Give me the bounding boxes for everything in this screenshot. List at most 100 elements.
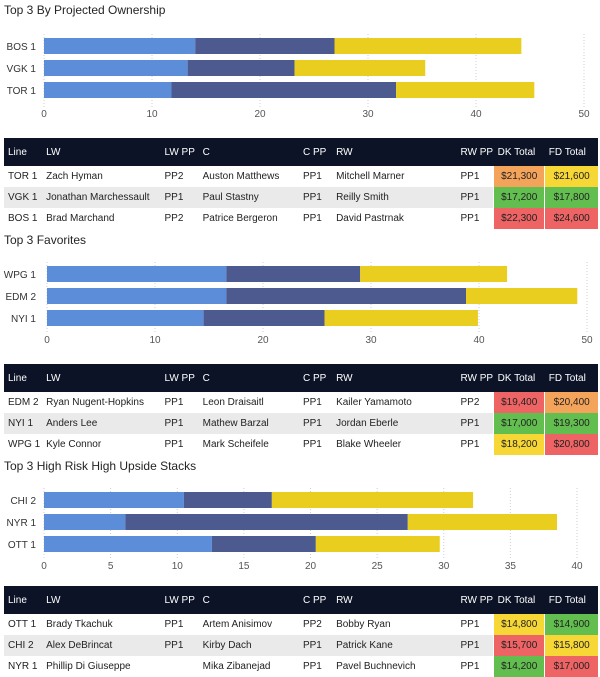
- table-row[interactable]: OTT 1 Brady Tkachuk PP1 Artem Anisimov PP2 Bo…: [4, 614, 598, 635]
- bar-segment-lw[interactable]: [44, 38, 196, 54]
- column-header[interactable]: RW: [336, 372, 353, 384]
- category-label: VGK 1: [7, 64, 37, 75]
- table-cell: Blake Wheeler: [336, 439, 402, 450]
- fd-total-cell: $17,800: [544, 187, 598, 208]
- column-header[interactable]: LW PP: [164, 372, 195, 384]
- table-cell: PP1: [302, 192, 322, 203]
- table-row[interactable]: EDM 2 Ryan Nugent-Hopkins PP1 Leon Draisait…: [4, 392, 598, 413]
- table-cell: PP2: [164, 213, 184, 224]
- table-cell: Mathew Barzal: [202, 418, 269, 429]
- bar-segment-lw[interactable]: [47, 288, 227, 304]
- bar-segment-rw[interactable]: [466, 288, 578, 304]
- x-tick-label: 30: [362, 109, 374, 120]
- table-cell: Paul Stastny: [202, 192, 259, 203]
- table-cell: BOS 1: [8, 213, 38, 224]
- bar-segment-c[interactable]: [183, 492, 272, 508]
- table-cell: David Pastrnak: [336, 213, 404, 224]
- bar-segment-c[interactable]: [203, 310, 325, 326]
- ownership-stacked-bar-chart: 0 10 20 30 40 50 BOS 1 VGK 1 TOR 1: [7, 34, 590, 120]
- table-cell: PP1: [460, 418, 480, 429]
- column-header[interactable]: C PP: [302, 146, 327, 158]
- column-header[interactable]: Line: [8, 594, 27, 606]
- column-header[interactable]: LW: [46, 372, 61, 384]
- bar-segment-c[interactable]: [195, 38, 335, 54]
- column-header[interactable]: FD Total: [548, 146, 586, 158]
- column-header[interactable]: C: [202, 372, 210, 384]
- x-tick-label: 20: [257, 335, 269, 346]
- category-label: EDM 2: [5, 292, 36, 303]
- bar-segment-lw[interactable]: [47, 310, 204, 326]
- column-header[interactable]: DK Total: [497, 594, 536, 606]
- table-cell: WPG 1: [8, 439, 41, 450]
- column-header[interactable]: LW PP: [164, 594, 195, 606]
- table-row[interactable]: NYR 1 Phillip Di Giuseppe Mika Zibanejad PP…: [4, 656, 598, 677]
- bar-segment-c[interactable]: [125, 514, 408, 530]
- bar-segment-lw[interactable]: [47, 266, 227, 282]
- column-header[interactable]: RW PP: [460, 372, 494, 384]
- bar-segment-rw[interactable]: [294, 60, 426, 76]
- table-cell: PP2: [302, 619, 322, 630]
- column-header[interactable]: C: [202, 594, 210, 606]
- table-row[interactable]: NYI 1 Anders Lee PP1 Mathew Barzal PP1 Jordan…: [4, 413, 598, 434]
- table-cell: TOR 1: [8, 171, 38, 182]
- table-cell: PP1: [164, 640, 184, 651]
- column-header[interactable]: LW: [46, 146, 61, 158]
- x-tick-label: 30: [365, 335, 377, 346]
- column-header[interactable]: C PP: [302, 372, 327, 384]
- bar-segment-c[interactable]: [187, 60, 295, 76]
- bar-segment-lw[interactable]: [44, 60, 188, 76]
- fd-total-cell: $21,600: [544, 166, 598, 187]
- table-cell: [161, 656, 199, 677]
- table-row[interactable]: TOR 1 Zach Hyman PP2 Auston Matthews PP1 Mitc…: [4, 166, 598, 187]
- bar-segment-rw[interactable]: [324, 310, 478, 326]
- x-tick-label: 10: [172, 561, 184, 572]
- column-header[interactable]: RW PP: [460, 594, 494, 606]
- table-cell: PP1: [460, 661, 480, 672]
- column-header[interactable]: FD Total: [548, 594, 586, 606]
- bar-segment-lw[interactable]: [44, 82, 172, 98]
- bar-segment-lw[interactable]: [44, 536, 212, 552]
- table-cell: Leon Draisaitl: [202, 397, 264, 408]
- table-row[interactable]: VGK 1 Jonathan Marchessault PP1 Paul Stastn…: [4, 187, 598, 208]
- bar-segment-lw[interactable]: [44, 492, 184, 508]
- bar-segment-rw[interactable]: [315, 536, 440, 552]
- fd-total-cell: $20,400: [544, 392, 598, 413]
- column-header[interactable]: C PP: [302, 594, 327, 606]
- column-header[interactable]: LW: [46, 594, 61, 606]
- column-header[interactable]: DK Total: [497, 146, 536, 158]
- column-header[interactable]: LW PP: [164, 146, 195, 158]
- bar-segment-c[interactable]: [171, 82, 397, 98]
- bar-segment-rw[interactable]: [396, 82, 535, 98]
- section-title-ownership: Top 3 By Projected Ownership: [4, 3, 166, 17]
- table-cell: PP1: [302, 418, 322, 429]
- bar-segment-c[interactable]: [226, 266, 361, 282]
- bar-segment-rw[interactable]: [271, 492, 474, 508]
- bar-segment-c[interactable]: [226, 288, 467, 304]
- column-header[interactable]: Line: [8, 146, 27, 158]
- bar-segment-rw[interactable]: [360, 266, 508, 282]
- table-cell: OTT 1: [8, 619, 37, 630]
- column-header[interactable]: RW: [336, 594, 353, 606]
- column-header[interactable]: C: [202, 146, 210, 158]
- column-header[interactable]: RW PP: [460, 146, 494, 158]
- bar-segment-c[interactable]: [211, 536, 316, 552]
- dk-total-cell: $17,000: [493, 413, 545, 434]
- table-cell: PP2: [164, 171, 184, 182]
- category-label: OTT 1: [8, 540, 37, 551]
- table-row[interactable]: CHI 2 Alex DeBrincat PP1 Kirby Dach PP1 Patri…: [4, 635, 598, 656]
- column-header[interactable]: DK Total: [497, 372, 536, 384]
- x-tick-label: 5: [108, 561, 114, 572]
- column-header[interactable]: RW: [336, 146, 353, 158]
- bar-segment-rw[interactable]: [407, 514, 558, 530]
- bar-segment-rw[interactable]: [334, 38, 522, 54]
- high-risk-stacked-bar-chart: 0 5 10 15 20 25 30 35 40 CHI 2 NYR 1 OTT 1: [7, 488, 583, 572]
- bar-segment-lw[interactable]: [44, 514, 126, 530]
- column-header[interactable]: FD Total: [548, 372, 586, 384]
- table-cell: Mark Scheifele: [202, 439, 269, 450]
- table-row[interactable]: BOS 1 Brad Marchand PP2 Patrice Bergeron PP1…: [4, 208, 598, 229]
- favorites-stacked-bar-chart: 0 10 20 30 40 50 WPG 1 EDM 2 NYI 1: [4, 262, 593, 346]
- column-header[interactable]: Line: [8, 372, 27, 384]
- table-row[interactable]: WPG 1 Kyle Connor PP1 Mark Scheifele PP1 Blak…: [4, 434, 598, 455]
- category-label: NYR 1: [7, 518, 37, 529]
- table-cell: NYI 1: [8, 418, 34, 429]
